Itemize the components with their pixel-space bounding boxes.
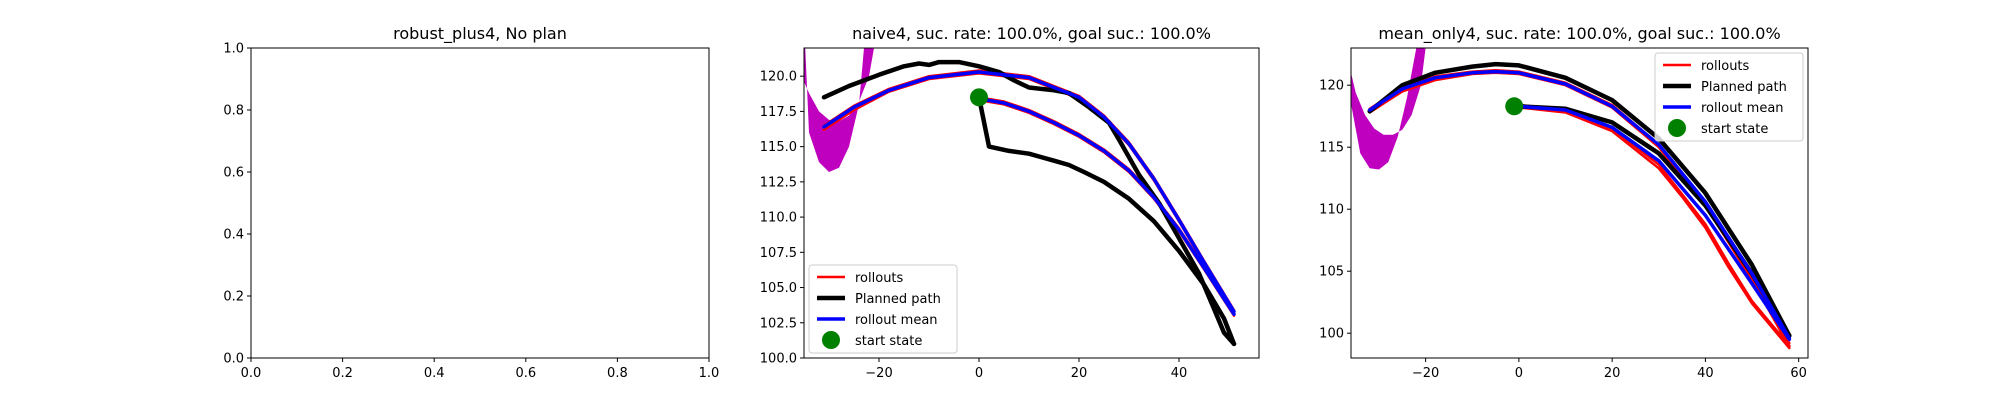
y-tick-label: 112.5 <box>760 175 797 190</box>
x-tick-label: 20 <box>1604 366 1621 381</box>
legend-label: Planned path <box>1701 80 1787 95</box>
legend-label: rollouts <box>1701 59 1750 74</box>
x-tick-label: 0 <box>1515 366 1523 381</box>
y-tick-label: 115 <box>1319 141 1344 156</box>
y-tick-label: 105.0 <box>760 281 797 296</box>
plan-line <box>1367 61 1792 338</box>
start-state-marker <box>970 88 988 107</box>
x-tick-label: 0.8 <box>607 366 628 381</box>
legend-marker <box>1668 119 1686 137</box>
y-tick-label: 0.8 <box>223 104 244 119</box>
legend-label: rollout mean <box>855 313 938 328</box>
x-tick-label: 0 <box>975 366 983 381</box>
legend: rollouts Planned path rollout mean start st… <box>808 264 958 354</box>
y-tick-label: 0.2 <box>223 290 244 305</box>
plan-line <box>976 95 1237 347</box>
subplot-title: naive4, suc. rate: 100.0%, goal suc.: 10… <box>852 24 1211 43</box>
mean-line <box>1517 104 1792 342</box>
y-tick-label: 110.0 <box>760 211 797 226</box>
obstacle-region <box>1351 48 1426 170</box>
axes-frame <box>803 47 1260 359</box>
axes-frame <box>1350 47 1809 359</box>
legend-frame <box>1654 52 1804 142</box>
legend-frame <box>808 264 958 354</box>
x-tick-label: 40 <box>1697 366 1714 381</box>
y-tick-label: 105 <box>1319 265 1344 280</box>
legend-label: rollouts <box>855 271 904 286</box>
x-tick-label: 40 <box>1171 366 1188 381</box>
subplot-title: robust_plus4, No plan <box>393 24 567 44</box>
plot-area <box>1351 48 1792 350</box>
subplot-naive4: naive4, suc. rate: 100.0%, goal suc.: 10… <box>760 24 1260 381</box>
y-tick-label: 107.5 <box>760 246 797 261</box>
y-tick-label: 0.4 <box>223 228 244 243</box>
legend-label: start state <box>855 334 922 349</box>
y-tick-label: 110 <box>1319 203 1344 218</box>
subplot-mean-only4: mean_only4, suc. rate: 100.0%, goal suc.… <box>1319 24 1809 381</box>
y-tick-label: 120.0 <box>760 70 797 85</box>
x-tick-label: 0.4 <box>424 366 445 381</box>
y-tick-label: 120 <box>1319 79 1344 94</box>
mean-line <box>822 70 1236 314</box>
x-tick-label: −20 <box>1412 366 1439 381</box>
y-tick-label: 1.0 <box>223 42 244 57</box>
axes-frame <box>250 47 710 359</box>
x-tick-label: 60 <box>1790 366 1807 381</box>
start-state-marker <box>1505 97 1524 116</box>
legend: rollouts Planned path rollout mean start st… <box>1654 52 1804 142</box>
obstacle-region <box>804 48 874 172</box>
x-tick-label: 20 <box>1071 366 1088 381</box>
x-tick-label: 0.2 <box>332 366 353 381</box>
legend-label: Planned path <box>855 292 941 307</box>
y-tick-label: 100 <box>1319 327 1344 342</box>
y-tick-label: 115.0 <box>760 140 797 155</box>
y-tick-label: 100.0 <box>760 352 797 367</box>
rollouts-line <box>977 98 1236 317</box>
rollouts-line <box>1517 106 1791 350</box>
x-tick-label: 0.6 <box>515 366 536 381</box>
plan-line <box>821 59 1237 347</box>
y-tick-label: 0.0 <box>223 352 244 367</box>
legend-label: rollout mean <box>1701 101 1784 116</box>
subplot-robust-plus4: robust_plus4, No plan 0.0 0.2 0.4 0.6 0.8 1.0… <box>223 24 719 381</box>
mean-line <box>977 96 1236 317</box>
y-tick-label: 0.6 <box>223 166 244 181</box>
plot-area <box>804 48 1237 347</box>
y-tick-label: 102.5 <box>760 316 797 331</box>
legend-marker <box>822 331 840 349</box>
legend-label: start state <box>1701 122 1768 137</box>
rollouts-line <box>977 96 1236 315</box>
mean-line <box>1367 69 1792 340</box>
y-tick-label: 117.5 <box>760 105 797 120</box>
x-tick-label: −20 <box>865 366 892 381</box>
x-tick-label: 0.0 <box>241 366 262 381</box>
subplot-title: mean_only4, suc. rate: 100.0%, goal suc.… <box>1378 24 1780 44</box>
x-tick-label: 1.0 <box>699 366 720 381</box>
